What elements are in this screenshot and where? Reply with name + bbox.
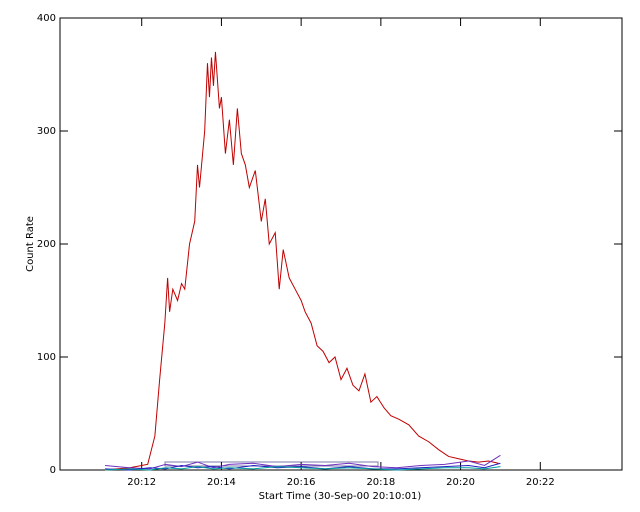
- plot-frame: [59, 17, 623, 471]
- x-tick-label: 20:18: [366, 477, 395, 488]
- y-axis-label: Count Rate: [25, 216, 36, 272]
- data-line: [104, 454, 501, 470]
- y-tick-label: 300: [37, 126, 56, 137]
- data-line: [105, 466, 501, 471]
- x-tick-label: 20:12: [127, 477, 156, 488]
- y-tick-label: 400: [37, 13, 56, 24]
- x-tick-label: 20:20: [446, 477, 475, 488]
- x-tick-label: 20:22: [526, 477, 555, 488]
- x-tick-label: 20:14: [207, 477, 236, 488]
- y-tick-label: 0: [50, 465, 56, 476]
- y-tick-label: 100: [37, 352, 56, 363]
- x-tick-label: 20:16: [287, 477, 316, 488]
- data-line: [104, 51, 499, 471]
- y-tick-label: 200: [37, 239, 56, 250]
- x-axis-label: Start Time (30-Sep-00 20:10:01): [259, 491, 422, 502]
